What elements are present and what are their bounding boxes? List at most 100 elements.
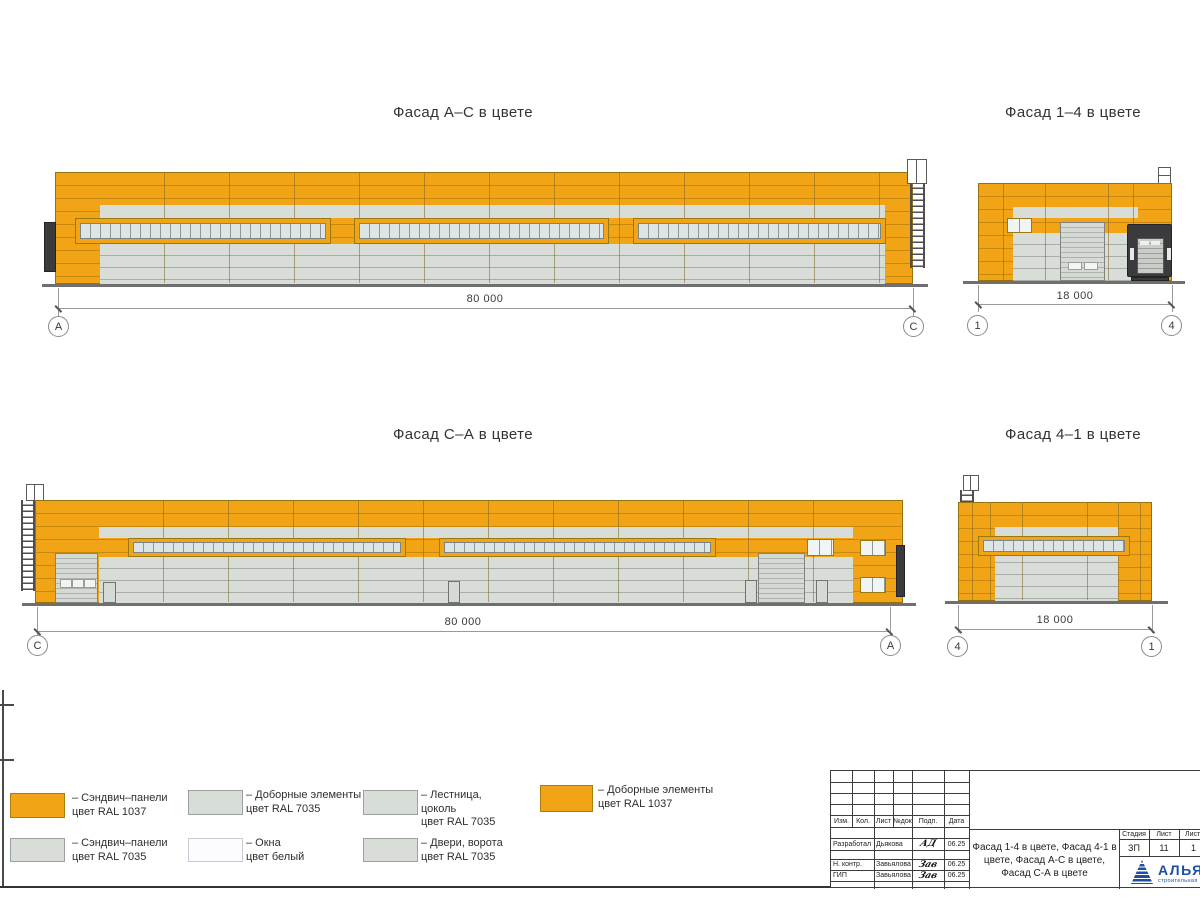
extension-line — [1151, 605, 1153, 633]
tb-signature: Зав — [917, 870, 939, 881]
tb-stage-label: Стадия — [1122, 830, 1146, 838]
gate-window — [60, 579, 72, 588]
axis-marker: А — [48, 316, 69, 337]
tb-sheet-value: 11 — [1159, 842, 1169, 853]
axis-marker: С — [903, 316, 924, 337]
dock-door-side-view — [44, 222, 56, 272]
tb-name: Завьялова — [876, 861, 911, 868]
legend-swatch-windows-white — [188, 838, 243, 862]
dimension-value: 18 000 — [1036, 614, 1074, 626]
roof-ladder-cage — [963, 475, 979, 491]
dimension-line — [958, 629, 1152, 630]
ground-line — [42, 284, 928, 287]
extension-line — [57, 288, 59, 316]
ground-line — [945, 601, 1168, 604]
sectional-gate — [55, 553, 98, 603]
dimension-value: 80 000 — [466, 293, 504, 305]
tb-role: Н. контр. — [833, 861, 862, 868]
axis-marker: 4 — [1161, 315, 1182, 336]
tb-stage-value: ЗП — [1128, 842, 1140, 853]
dock-lip — [1131, 277, 1169, 281]
roof-ladder-cage — [907, 159, 927, 184]
roof-vent — [1158, 167, 1171, 184]
facade-ac-window-band-3 — [633, 218, 886, 244]
tb-name: Дьякова — [876, 840, 903, 848]
facade-ca-window-band-1 — [128, 538, 406, 557]
tb-signature: АД — [918, 839, 938, 849]
entrance-door — [448, 581, 460, 603]
window-glass — [638, 223, 881, 239]
facade-ac-window-band-2 — [354, 218, 609, 244]
ground-line — [963, 281, 1185, 284]
company-logo-icon — [1131, 860, 1153, 884]
company-subtitle: строительная компания — [1158, 878, 1200, 884]
legend-label: – Окна цвет белый — [246, 837, 305, 863]
frame-bottom-line — [0, 886, 1200, 888]
gate-window — [84, 579, 96, 588]
tb-sheets-value: 1 — [1191, 842, 1197, 853]
facade-41-title: Фасад 4–1 в цвете — [1005, 426, 1141, 443]
facade-14-title: Фасад 1–4 в цвете — [1005, 104, 1141, 121]
tb-name: Завьялова — [876, 872, 911, 879]
axis-marker: 4 — [947, 636, 968, 657]
facade-41-window-band — [978, 536, 1130, 556]
gate-window — [72, 579, 84, 588]
roof-ladder — [21, 500, 35, 591]
gate-window — [1068, 262, 1082, 270]
dock-handle — [1130, 248, 1134, 260]
window-glass — [359, 223, 604, 239]
entrance-door — [745, 580, 757, 603]
dimension-line — [58, 308, 913, 309]
window-glass — [80, 223, 326, 239]
extension-line — [1171, 285, 1173, 312]
small-window — [860, 540, 886, 556]
legend-swatch-doors-ral7035 — [363, 838, 418, 862]
sectional-gate — [758, 553, 805, 603]
extension-line — [889, 607, 891, 635]
tb-date: 06.25 — [947, 840, 966, 848]
tb-date: 06.25 — [947, 872, 966, 879]
dock-handle — [1167, 248, 1171, 260]
tb-sheets-label: Листов — [1185, 830, 1200, 838]
facade-14-gray-strip — [1013, 207, 1138, 218]
tb-role: Разработал — [833, 840, 872, 848]
small-window — [807, 539, 834, 556]
legend-swatch-ladder-ral7035 — [363, 790, 418, 815]
dimension-line — [978, 304, 1172, 305]
axis-marker: 1 — [1141, 636, 1162, 657]
extension-line — [912, 288, 914, 316]
tb-col-sign: Подп. — [918, 817, 938, 825]
window-glass — [444, 542, 711, 553]
tb-col-doc: №док — [893, 817, 912, 825]
small-window — [860, 577, 886, 593]
column-joint — [1108, 184, 1109, 280]
tb-signature: Зав — [917, 859, 939, 870]
tb-date: 06.25 — [947, 861, 966, 868]
company-name: АЛЬЯНС — [1158, 862, 1200, 878]
legend-label: – Сэндвич–панели цвет RAL 1037 — [72, 792, 168, 818]
dock-panel — [1151, 241, 1160, 245]
tb-col-kol: Кол. — [856, 817, 870, 825]
facade-ac-title: Фасад А–С в цвете — [392, 104, 534, 121]
small-window — [1007, 218, 1032, 233]
roof-ladder — [910, 183, 925, 268]
title-block: Изм. Кол. Лист №док Подп. Дата Разработа… — [830, 770, 1200, 889]
dock-shelter — [1127, 224, 1172, 277]
sectional-gate — [1060, 222, 1105, 281]
column-joint — [1003, 184, 1004, 280]
tb-col-list: Лист — [875, 817, 892, 825]
legend-swatch-sandwich-ral1037 — [10, 793, 65, 818]
axis-marker: А — [880, 635, 901, 656]
entrance-door — [816, 580, 828, 603]
legend-swatch-trim-ral1037 — [540, 785, 593, 812]
roof-ladder-cage — [26, 484, 44, 501]
frame-tick — [0, 759, 14, 761]
column-joint — [1045, 184, 1046, 280]
frame-tick — [0, 704, 14, 706]
entrance-door — [103, 582, 116, 603]
window-glass — [133, 542, 401, 553]
dock-panel — [1140, 241, 1149, 245]
column-joint — [1140, 503, 1141, 600]
axis-marker: 1 — [967, 315, 988, 336]
